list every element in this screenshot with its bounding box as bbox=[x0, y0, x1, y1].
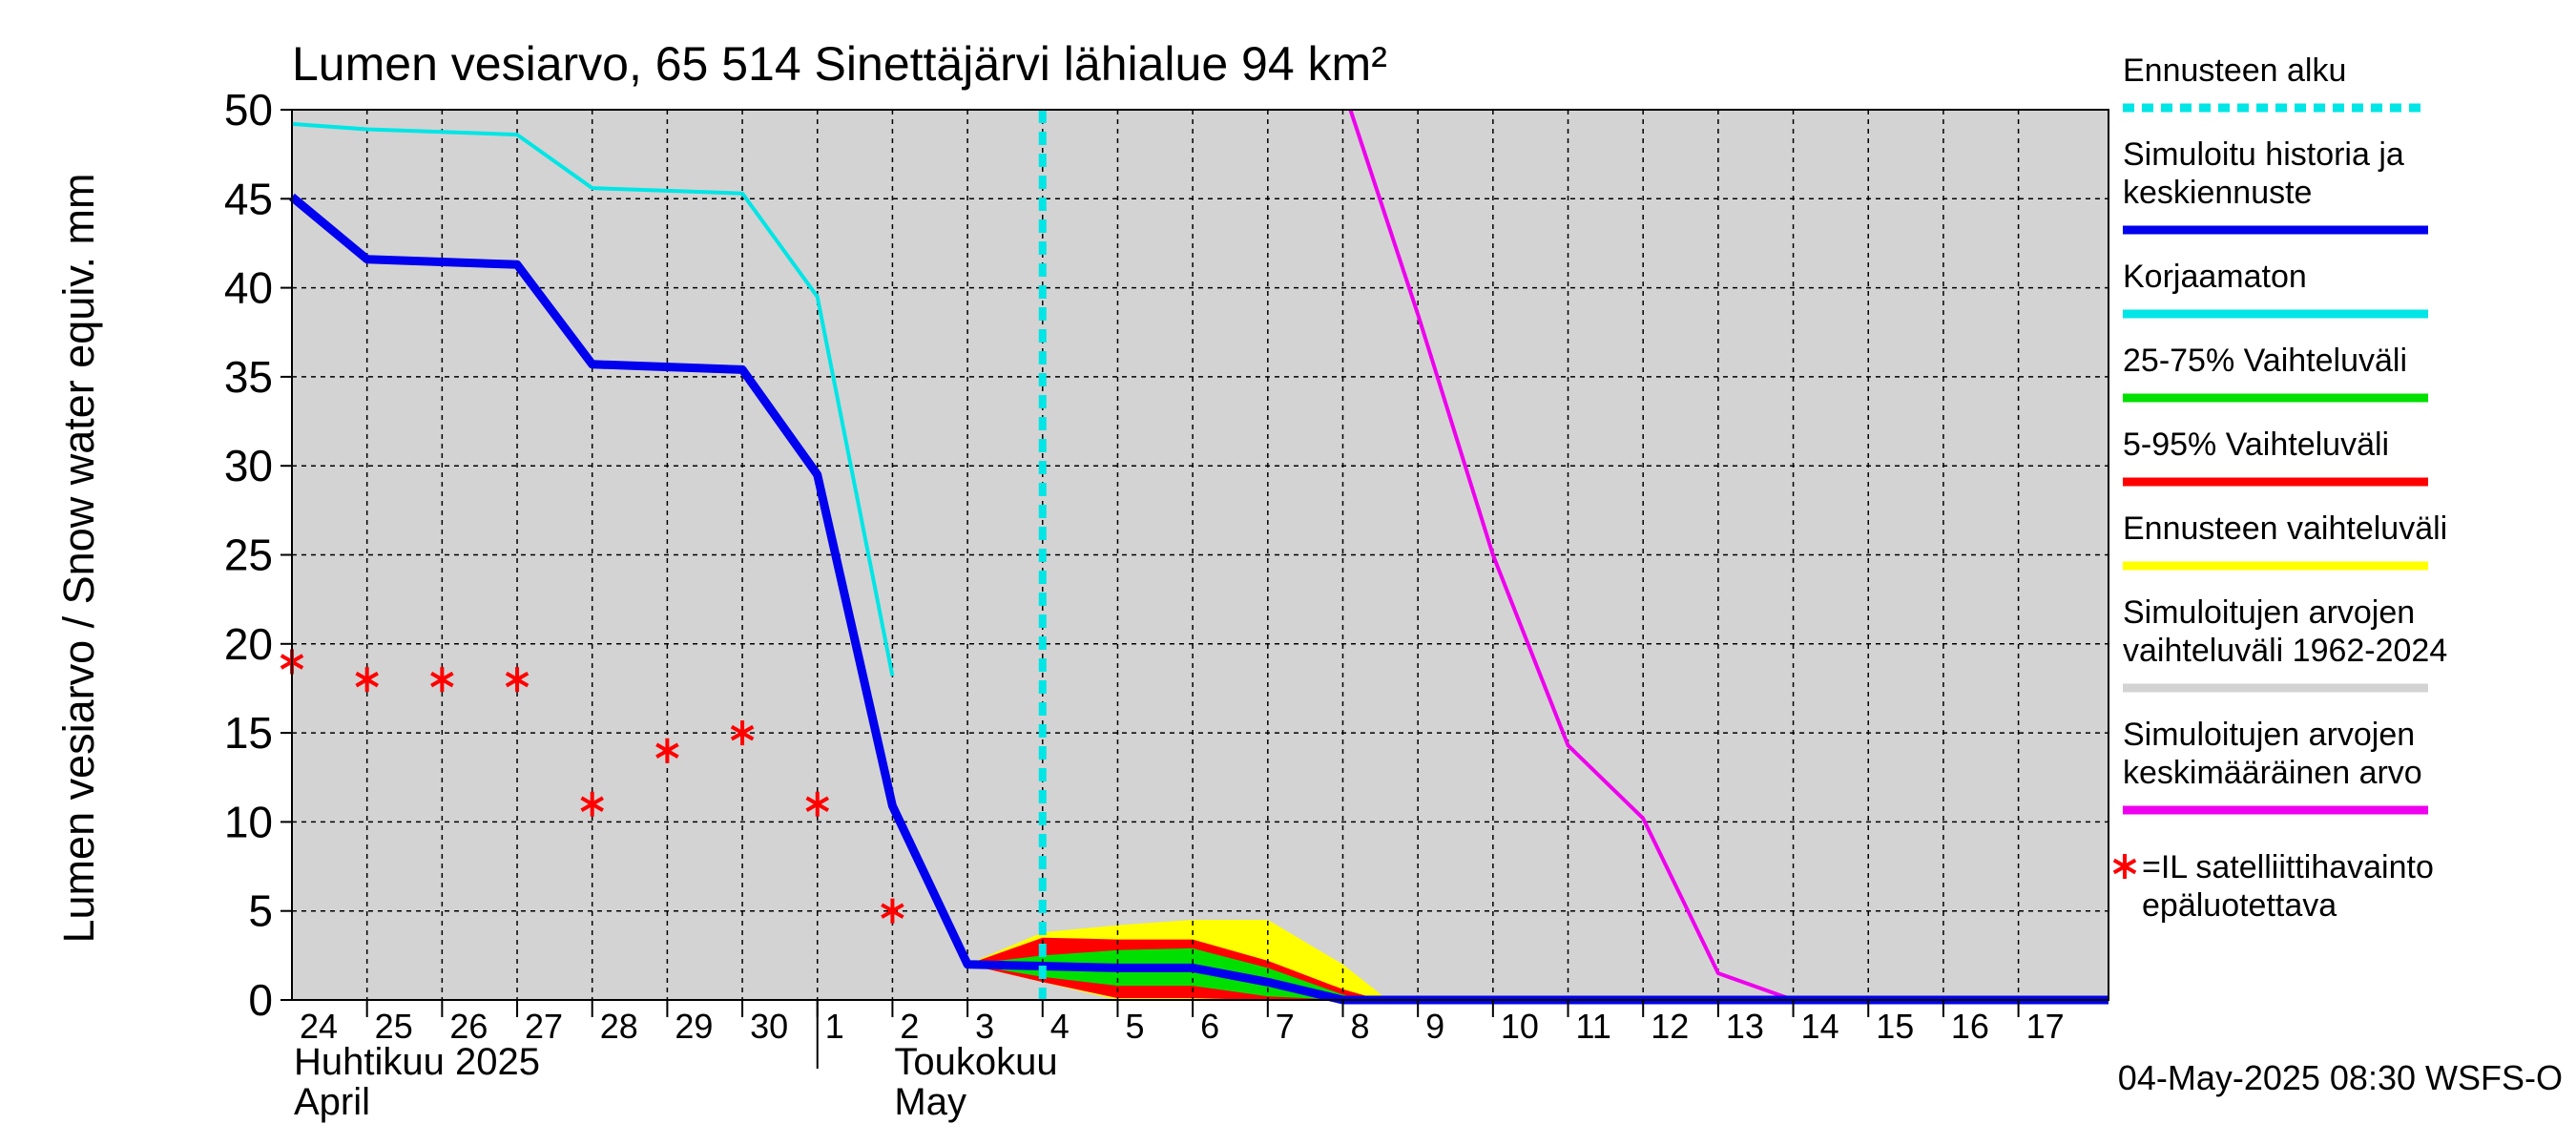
legend-label: Ennusteen alku bbox=[2123, 52, 2346, 89]
legend-label: keskiennuste bbox=[2123, 175, 2312, 211]
y-axis-label: Lumen vesiarvo / Snow water equiv. mm bbox=[54, 174, 103, 944]
satellite-point-6 bbox=[730, 720, 755, 746]
y-tick-label-0: 0 bbox=[248, 975, 273, 1025]
y-tick-label-7: 35 bbox=[224, 352, 273, 402]
y-tick-label-10: 50 bbox=[224, 85, 273, 135]
x-tick-label-3: 27 bbox=[525, 1007, 563, 1046]
x-tick-label-8: 2 bbox=[900, 1007, 919, 1046]
legend-label: keskimääräinen arvo bbox=[2123, 755, 2422, 791]
satellite-point-1 bbox=[355, 667, 379, 693]
x-tick-label-7: 1 bbox=[825, 1007, 844, 1046]
legend-item-0: Ennusteen alku bbox=[2123, 52, 2428, 113]
series-line-5 bbox=[291, 121, 895, 677]
x-tick-label-17: 11 bbox=[1576, 1007, 1611, 1046]
x-tick-label-23: 17 bbox=[2026, 1007, 2065, 1046]
x-tick-label-11: 5 bbox=[1125, 1007, 1144, 1046]
y-tick-label-5: 25 bbox=[224, 531, 273, 580]
legend-label: Simuloitu historia ja bbox=[2123, 136, 2404, 173]
satellite-point-5 bbox=[655, 738, 679, 763]
timestamp-footer: 04-May-2025 08:30 WSFS-O bbox=[2118, 1058, 2563, 1097]
satellite-point-3 bbox=[505, 667, 530, 693]
x-tick-label-20: 14 bbox=[1801, 1007, 1839, 1046]
legend-label: Simuloitujen arvojen bbox=[2123, 594, 2415, 631]
series-line-4 bbox=[1348, 109, 2109, 1002]
x-tick-label-14: 8 bbox=[1350, 1007, 1369, 1046]
y-tick-label-9: 45 bbox=[224, 174, 273, 223]
month-label-fi-1: Toukokuu bbox=[894, 1041, 1057, 1083]
x-tick-label-18: 12 bbox=[1651, 1007, 1689, 1046]
x-tick-label-16: 10 bbox=[1501, 1007, 1539, 1046]
legend-star-icon bbox=[2112, 854, 2137, 879]
satellite-point-2 bbox=[430, 667, 454, 693]
x-tick-label-13: 7 bbox=[1276, 1007, 1295, 1046]
x-tick-label-21: 15 bbox=[1876, 1007, 1914, 1046]
legend-label: 25-75% Vaihteluväli bbox=[2123, 343, 2407, 379]
x-tick-label-15: 9 bbox=[1425, 1007, 1444, 1046]
x-tick-label-10: 4 bbox=[1050, 1007, 1070, 1046]
y-tick-label-2: 10 bbox=[224, 797, 273, 846]
satellite-point-4 bbox=[580, 791, 604, 817]
legend-item-5: Ennusteen vaihteluväli bbox=[2123, 510, 2447, 571]
y-tick-label-4: 20 bbox=[224, 619, 273, 669]
chart-title: Lumen vesiarvo, 65 514 Sinettäjärvi lähi… bbox=[292, 37, 1387, 91]
x-tick-label-5: 29 bbox=[675, 1007, 713, 1046]
legend-item-2: Korjaamaton bbox=[2123, 259, 2428, 319]
satellite-point-7 bbox=[805, 791, 830, 817]
x-tick-label-0: 24 bbox=[300, 1007, 338, 1046]
month-label-en-0: April bbox=[294, 1081, 370, 1123]
legend-label: =IL satelliittihavainto bbox=[2142, 849, 2434, 885]
x-tick-label-22: 16 bbox=[1951, 1007, 1989, 1046]
legend-label: 5-95% Vaihteluväli bbox=[2123, 427, 2389, 463]
legend-item-4: 5-95% Vaihteluväli bbox=[2123, 427, 2428, 487]
y-tick-label-8: 40 bbox=[224, 263, 273, 313]
month-label-en-1: May bbox=[894, 1081, 966, 1123]
x-tick-label-19: 13 bbox=[1726, 1007, 1764, 1046]
y-tick-label-1: 5 bbox=[248, 886, 273, 936]
grid-lines bbox=[292, 110, 2109, 1000]
y-tick-label-6: 30 bbox=[224, 441, 273, 490]
legend-label: Korjaamaton bbox=[2123, 259, 2307, 295]
legend-label: epäluotettava bbox=[2142, 887, 2337, 924]
x-tick-label-4: 28 bbox=[600, 1007, 638, 1046]
satellite-point-8 bbox=[881, 898, 904, 924]
x-tick-label-9: 3 bbox=[975, 1007, 994, 1046]
series-lines bbox=[289, 109, 2109, 1005]
x-tick-label-1: 25 bbox=[375, 1007, 413, 1046]
month-label-fi-0: Huhtikuu 2025 bbox=[294, 1041, 540, 1083]
legend-label: Simuloitujen arvojen bbox=[2123, 717, 2415, 753]
x-tick-label-6: 30 bbox=[750, 1007, 788, 1046]
x-tick-label-2: 26 bbox=[449, 1007, 488, 1046]
series-line-6 bbox=[289, 193, 2109, 1005]
legend-label: vaihteluväli 1962-2024 bbox=[2123, 633, 2447, 669]
legend-item-3: 25-75% Vaihteluväli bbox=[2123, 343, 2428, 403]
band-3 bbox=[967, 947, 1366, 1000]
legend-label: Ennusteen vaihteluväli bbox=[2123, 510, 2447, 547]
x-tick-label-12: 6 bbox=[1200, 1007, 1219, 1046]
y-tick-label-3: 15 bbox=[224, 708, 273, 758]
